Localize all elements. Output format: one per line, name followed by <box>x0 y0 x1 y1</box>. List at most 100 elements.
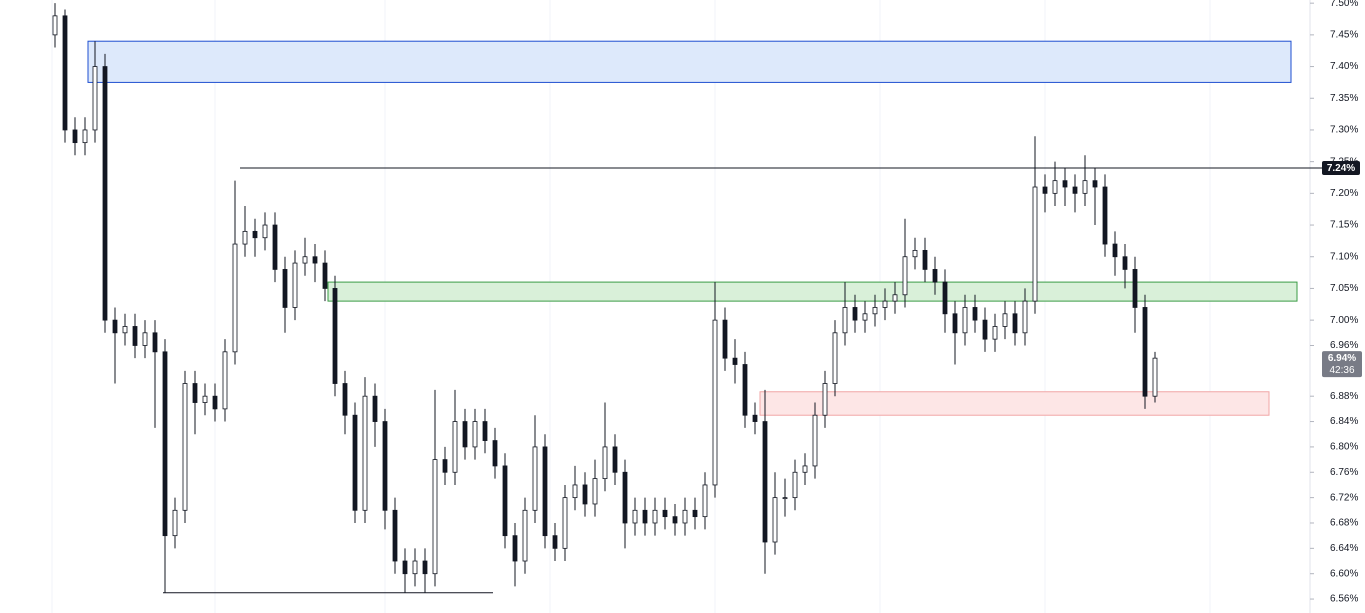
candle-body <box>892 294 898 302</box>
candle-body <box>662 509 668 518</box>
candle-body <box>1032 186 1038 302</box>
candle-body <box>492 440 498 467</box>
candle-body <box>962 307 968 334</box>
candle-body <box>1122 256 1128 270</box>
candle-body <box>82 129 88 144</box>
y-tick-label: 6.76% <box>1330 467 1358 478</box>
candle-body <box>822 383 828 416</box>
candle-body <box>972 307 978 321</box>
candle-body <box>912 249 918 258</box>
candle-body <box>522 509 528 562</box>
candle-body <box>1012 313 1018 334</box>
candle-body <box>372 395 378 422</box>
candle-body <box>652 509 658 524</box>
candle-body <box>272 224 278 270</box>
candle-body <box>432 459 438 575</box>
candle-body <box>632 509 638 524</box>
candle-body <box>152 332 158 353</box>
candle-body <box>1112 243 1118 258</box>
candle-body <box>322 262 328 289</box>
candle-body <box>1082 180 1088 194</box>
y-tick-label: 6.56% <box>1330 594 1358 605</box>
candle-body <box>512 535 518 562</box>
candle-body <box>312 256 318 264</box>
y-tick-label: 7.50% <box>1330 0 1358 9</box>
candle-body <box>212 395 218 410</box>
candle-body <box>562 497 568 549</box>
candle-body <box>572 484 578 499</box>
candle-body <box>1052 180 1058 194</box>
candle-body <box>852 307 858 321</box>
candle-body <box>812 414 818 467</box>
candle-body <box>922 249 928 270</box>
candle-body <box>552 535 558 549</box>
countdown-label: 42:36 <box>1329 365 1354 376</box>
candle-body <box>772 497 778 543</box>
candle-body <box>622 471 628 524</box>
zone <box>87 40 1292 83</box>
candle-body <box>862 313 868 321</box>
level-tag-label: 7.24% <box>1327 163 1355 174</box>
candle-body <box>122 326 128 334</box>
candle-body <box>722 319 728 359</box>
y-tick-label: 6.64% <box>1330 543 1358 554</box>
candle-body <box>802 465 808 473</box>
y-tick-label: 6.68% <box>1330 518 1358 529</box>
candle-body <box>952 313 958 334</box>
candle-body <box>382 421 388 511</box>
candle-body <box>702 484 708 518</box>
candle-body <box>932 269 938 283</box>
candle-body <box>1152 357 1158 397</box>
candle-body <box>682 509 688 524</box>
candle-body <box>52 15 58 36</box>
y-tick-label: 6.80% <box>1330 442 1358 453</box>
candle-body <box>842 307 848 334</box>
candle-body <box>612 446 618 473</box>
candle-body <box>1072 186 1078 194</box>
y-tick-label: 6.60% <box>1330 568 1358 579</box>
candle-body <box>502 465 508 537</box>
candle-body <box>712 319 718 486</box>
candle-body <box>832 332 838 384</box>
candle-body <box>742 364 748 416</box>
y-tick-label: 6.72% <box>1330 492 1358 503</box>
candle-body <box>412 560 418 575</box>
candle-body <box>482 421 488 441</box>
candle-body <box>1042 186 1048 194</box>
y-tick-label: 7.35% <box>1330 93 1358 104</box>
candle-body <box>472 421 478 448</box>
candle-body <box>172 509 178 537</box>
candle-body <box>102 66 108 321</box>
candle-body <box>342 383 348 416</box>
candle-body <box>302 256 308 264</box>
candle-body <box>882 300 888 308</box>
candle-body <box>142 332 148 346</box>
candle-body <box>182 383 188 511</box>
candle-body <box>532 446 538 511</box>
candle-body <box>1022 300 1028 334</box>
candle-body <box>782 497 788 500</box>
last-price-tag <box>1322 351 1362 378</box>
candle-body <box>462 421 468 448</box>
candle-body <box>1062 180 1068 188</box>
candle-body <box>222 351 228 410</box>
y-tick-label: 7.40% <box>1330 61 1358 72</box>
y-tick-label: 7.05% <box>1330 283 1358 294</box>
candle-body <box>982 319 988 340</box>
candle-body <box>282 269 288 308</box>
candle-body <box>402 560 408 575</box>
candle-body <box>72 129 78 144</box>
candle-body <box>542 446 548 537</box>
candle-body <box>642 509 648 524</box>
candle-body <box>672 516 678 524</box>
y-tick-label: 7.30% <box>1330 125 1358 136</box>
level-tag <box>1322 160 1360 175</box>
candle-body <box>792 471 798 499</box>
candle-body <box>352 414 358 511</box>
candle-body <box>872 307 878 315</box>
candle-body <box>162 351 168 537</box>
y-tick-label: 7.15% <box>1330 220 1358 231</box>
candle-body <box>1132 269 1138 308</box>
candle-body <box>752 414 758 422</box>
y-tick-label: 6.84% <box>1330 416 1358 427</box>
